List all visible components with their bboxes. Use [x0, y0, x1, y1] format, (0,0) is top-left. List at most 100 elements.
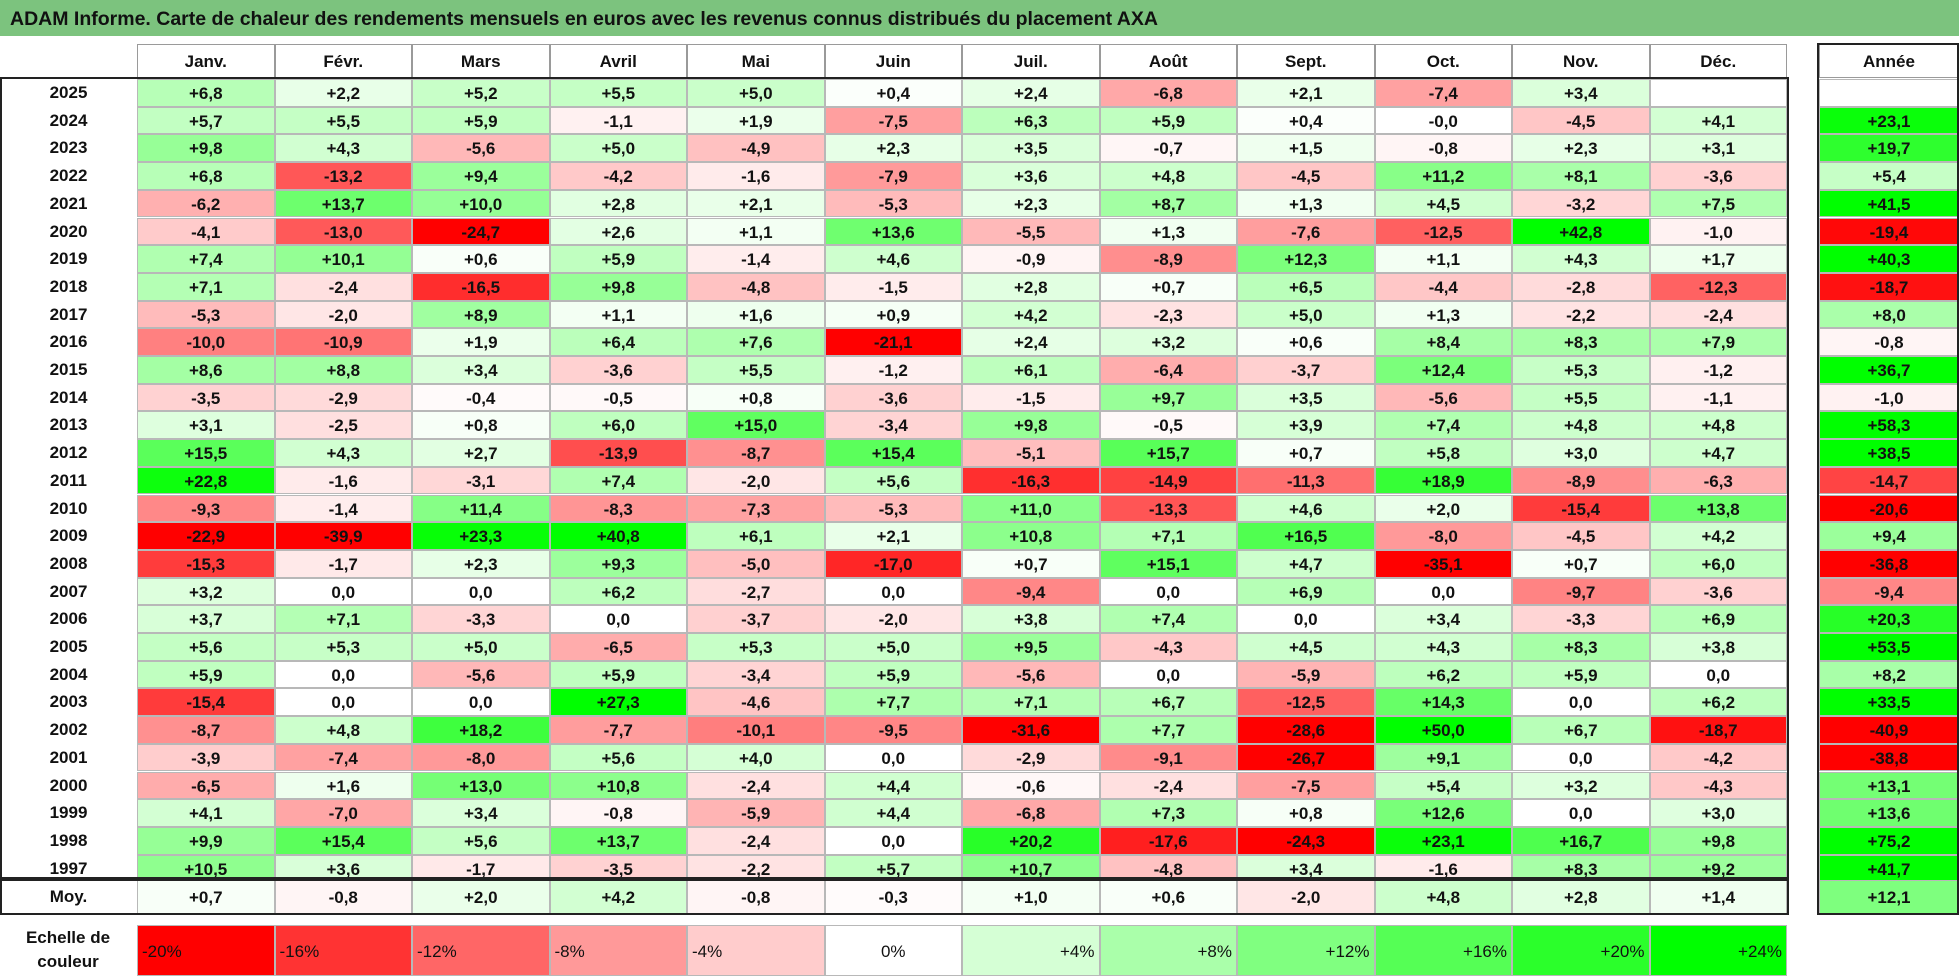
heatmap-cell: -1,1 — [549, 106, 687, 135]
heatmap-cell: -6,8 — [962, 799, 1100, 827]
heatmap-cell: +23,1 — [1374, 826, 1512, 855]
heatmap-cell: +5,5 — [687, 356, 825, 384]
heatmap-cell: -12,3 — [1649, 272, 1787, 301]
heatmap-cell: +2,8 — [962, 272, 1100, 301]
annual-cell: +19,7 — [1819, 134, 1959, 163]
annual-cell: -9,4 — [1819, 577, 1959, 606]
heatmap-cell: -7,4 — [1374, 79, 1512, 107]
heatmap-cell: +8,3 — [1512, 328, 1650, 356]
heatmap-cell: +4,5 — [1237, 633, 1375, 661]
heatmap-cell: +3,2 — [1512, 771, 1650, 800]
heatmap-cell: +3,7 — [137, 605, 275, 633]
heatmap-cell: +3,4 — [1512, 79, 1650, 107]
annual-cell: +75,2 — [1819, 826, 1959, 855]
annual-cell: -36,8 — [1819, 549, 1959, 578]
heatmap-cell: +5,0 — [824, 633, 962, 661]
heatmap-cell: -13,3 — [1099, 494, 1237, 523]
heatmap-cell: -1,5 — [962, 383, 1100, 412]
heatmap-cell: -12,5 — [1237, 688, 1375, 717]
heatmap-cell: -2,5 — [274, 411, 412, 440]
heatmap-cell: +3,9 — [1237, 411, 1375, 440]
heatmap-cell: -2,2 — [1512, 300, 1650, 329]
heatmap-cell: +1,9 — [412, 328, 550, 356]
heatmap-cell: +5,3 — [687, 633, 825, 661]
heatmap-cell: +2,3 — [1512, 134, 1650, 163]
heatmap-cell: +5,9 — [549, 660, 687, 689]
heatmap-cell: +15,7 — [1099, 439, 1237, 467]
average-cell: -0,8 — [274, 880, 412, 914]
heatmap-cell: -16,3 — [962, 466, 1100, 495]
color-scale-swatch: +24% — [1649, 925, 1787, 976]
heatmap-cell: +9,2 — [1649, 854, 1787, 883]
heatmap-cell: -13,0 — [274, 217, 412, 246]
annual-cell — [1819, 79, 1959, 107]
annual-cell: +13,6 — [1819, 799, 1959, 827]
heatmap-cell: +12,6 — [1374, 799, 1512, 827]
heatmap-cell: +8,8 — [274, 356, 412, 384]
average-cell: +2,0 — [412, 880, 550, 914]
heatmap-cell: -3,7 — [1237, 356, 1375, 384]
heatmap-cell: -5,6 — [962, 660, 1100, 689]
heatmap-cell: -13,2 — [274, 162, 412, 190]
heatmap-cell: -4,1 — [137, 217, 275, 246]
heatmap-cell: -7,6 — [1237, 217, 1375, 246]
heatmap-cell: +40,8 — [549, 522, 687, 550]
annual-header: Année — [1819, 44, 1959, 78]
heatmap-cell: +3,4 — [412, 356, 550, 384]
heatmap-cell: -7,0 — [274, 799, 412, 827]
heatmap-cell: +8,1 — [1512, 162, 1650, 190]
annual-cell: +40,3 — [1819, 245, 1959, 273]
heatmap-cell: 0,0 — [824, 577, 962, 606]
heatmap-cell: -31,6 — [962, 716, 1100, 744]
month-header: Sept. — [1237, 44, 1375, 78]
average-cell: +1,0 — [962, 880, 1100, 914]
month-header: Juin — [824, 44, 962, 78]
annual-cell: -0,8 — [1819, 328, 1959, 356]
heatmap-cell: +27,3 — [549, 688, 687, 717]
heatmap-cell: +4,7 — [1649, 439, 1787, 467]
heatmap-cell: +1,3 — [1099, 217, 1237, 246]
heatmap-cell: +2,8 — [549, 189, 687, 218]
average-cell: +4,2 — [549, 880, 687, 914]
heatmap-cell: +1,6 — [687, 300, 825, 329]
heatmap-cell: -17,6 — [1099, 826, 1237, 855]
heatmap-cell: -15,4 — [137, 688, 275, 717]
heatmap-cell: +4,6 — [824, 245, 962, 273]
heatmap-cell: +5,6 — [549, 743, 687, 772]
heatmap-cell: -7,5 — [824, 106, 962, 135]
heatmap-cell: +13,7 — [274, 189, 412, 218]
heatmap-cell: -0,5 — [549, 383, 687, 412]
annual-cell: +13,1 — [1819, 771, 1959, 800]
heatmap-cell: -1,5 — [824, 272, 962, 301]
annual-cell: +23,1 — [1819, 106, 1959, 135]
color-scale-swatch: +16% — [1374, 925, 1512, 976]
heatmap-cell: +0,6 — [412, 245, 550, 273]
annual-cell: +38,5 — [1819, 439, 1959, 467]
heatmap-cell: -0,5 — [1099, 411, 1237, 440]
heatmap-cell: 0,0 — [1512, 743, 1650, 772]
heatmap-cell: +2,3 — [962, 189, 1100, 218]
heatmap-cell: +42,8 — [1512, 217, 1650, 246]
heatmap-cell: +8,9 — [412, 300, 550, 329]
color-scale-swatch: -12% — [412, 925, 550, 976]
heatmap-cell: +9,4 — [412, 162, 550, 190]
chart-title: ADAM Informe. Carte de chaleur des rende… — [0, 0, 1959, 36]
heatmap-cell: -9,5 — [824, 716, 962, 744]
year-label: 2001 — [0, 743, 137, 772]
heatmap-cell: +10,0 — [412, 189, 550, 218]
heatmap-cell — [1649, 79, 1787, 107]
heatmap-cell: -4,9 — [687, 134, 825, 163]
heatmap-cell: +0,7 — [962, 549, 1100, 578]
average-cell: +2,8 — [1512, 880, 1650, 914]
heatmap-cell: 0,0 — [274, 660, 412, 689]
heatmap-cell: +9,7 — [1099, 383, 1237, 412]
heatmap-cell: +3,6 — [962, 162, 1100, 190]
heatmap-cell: -2,7 — [687, 577, 825, 606]
heatmap-cell: +5,7 — [137, 106, 275, 135]
heatmap-cell: +11,0 — [962, 494, 1100, 523]
heatmap-cell: +10,5 — [137, 854, 275, 883]
heatmap-cell: -18,7 — [1649, 716, 1787, 744]
year-label: 2009 — [0, 522, 137, 550]
heatmap-cell: +4,8 — [1649, 411, 1787, 440]
year-label: 2011 — [0, 466, 137, 495]
